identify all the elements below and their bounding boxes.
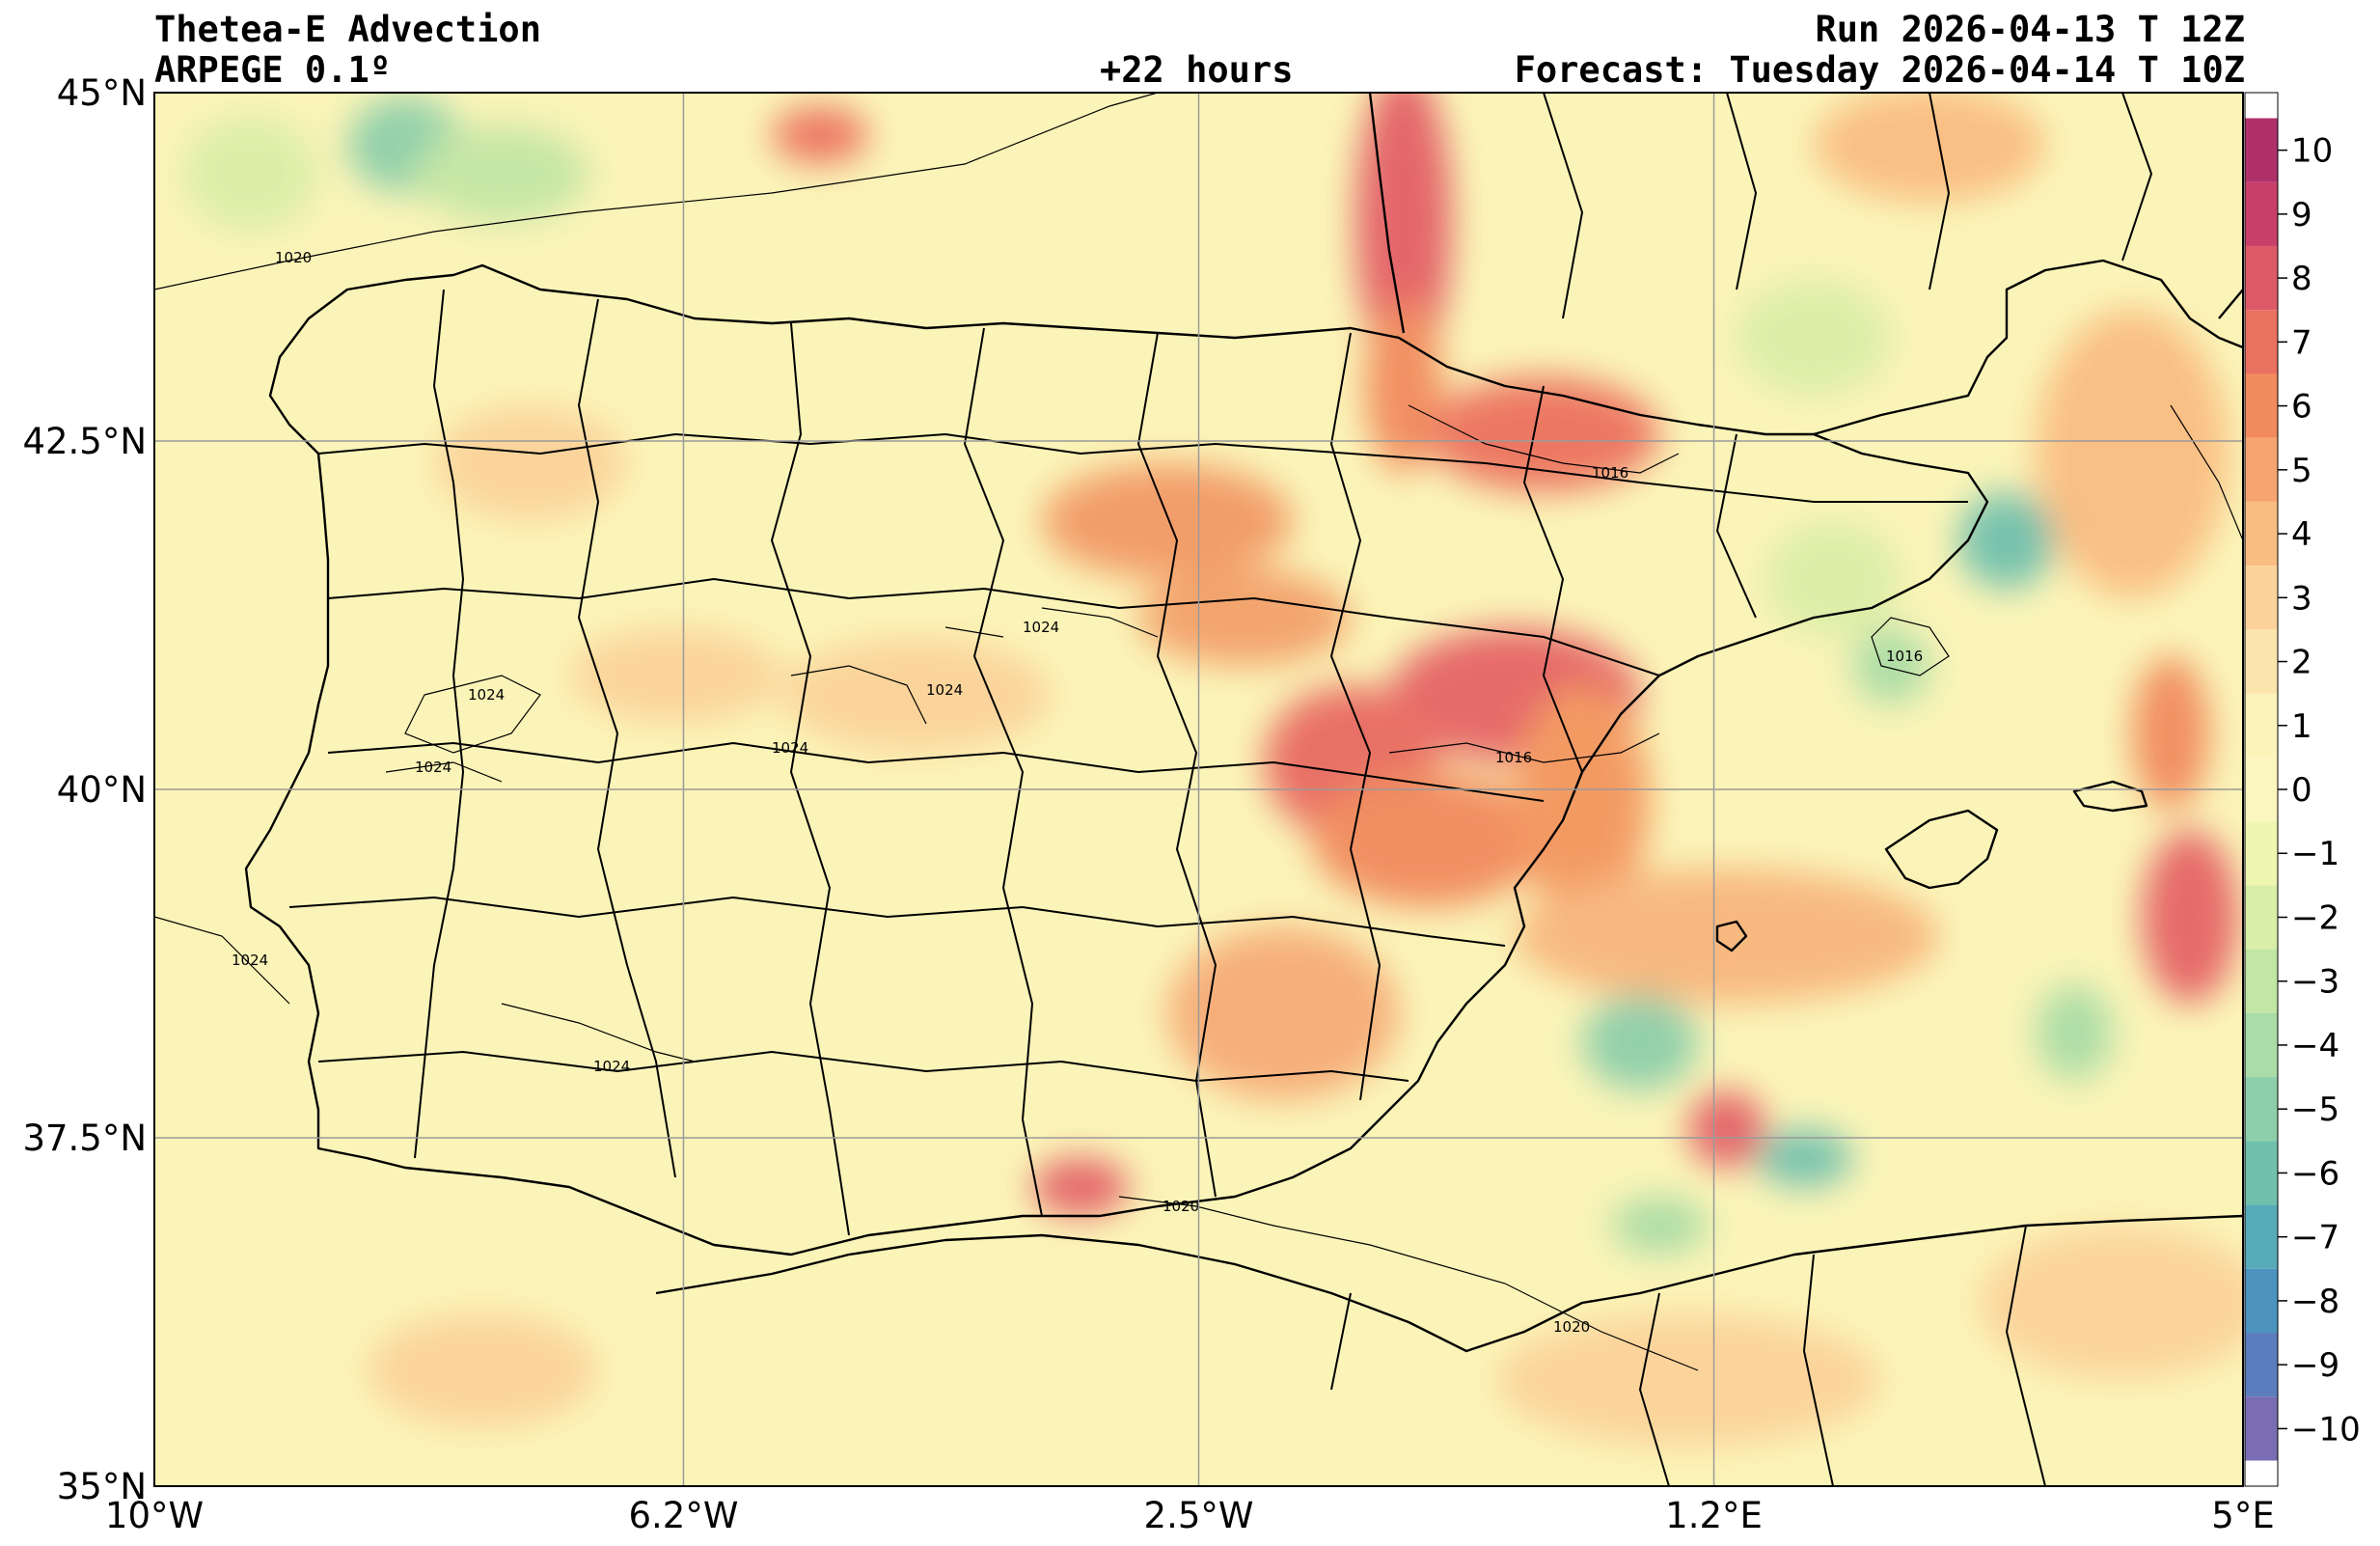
isobar-label: 1024 bbox=[926, 681, 963, 699]
colorbar-swatch bbox=[2245, 821, 2278, 886]
colorbar-swatch bbox=[2245, 310, 2278, 374]
lon-tick-label: 10°W bbox=[104, 1495, 205, 1536]
colorbar-swatch bbox=[2245, 1141, 2278, 1205]
isobar-label: 1024 bbox=[232, 952, 268, 969]
title-right-1: Run 2026-04-13 T 12Z bbox=[1815, 9, 2245, 50]
title-left-2: ARPEGE 0.1º bbox=[154, 49, 392, 91]
lon-tick-label: 6.2°W bbox=[628, 1495, 739, 1536]
colorbar-swatch bbox=[2245, 118, 2278, 182]
isobar-labels: 1020 1016 1016 1016 1024 1024 1024 1024 … bbox=[232, 249, 1923, 1336]
coastlines bbox=[244, 93, 2243, 1486]
isobar-label: 1024 bbox=[415, 759, 451, 776]
colorbar-swatch bbox=[2245, 885, 2278, 950]
colorbar-label: −10 bbox=[2291, 1410, 2361, 1449]
colorbar-label: 9 bbox=[2291, 196, 2312, 235]
colorbar-label: −4 bbox=[2291, 1027, 2339, 1065]
colorbar-swatch bbox=[2245, 1012, 2278, 1078]
colorbar-swatch bbox=[2245, 1333, 2278, 1397]
title-right-2: Forecast: Tuesday 2026-04-14 T 10Z bbox=[1514, 49, 2245, 91]
colorbar-label: 10 bbox=[2291, 132, 2333, 171]
colorbar-label: 4 bbox=[2291, 515, 2312, 554]
plot-frame bbox=[153, 92, 2244, 1487]
gridlines bbox=[154, 93, 2243, 1486]
isobar-label: 1020 bbox=[1553, 1318, 1590, 1336]
colorbar-label: 1 bbox=[2291, 707, 2312, 746]
colorbar-label: 7 bbox=[2291, 323, 2312, 362]
colorbar-label: −6 bbox=[2291, 1154, 2339, 1193]
isobar-label: 1024 bbox=[468, 686, 505, 704]
isobar-label: 1024 bbox=[1023, 619, 1059, 636]
colorbar-label: 6 bbox=[2291, 388, 2312, 427]
colorbar-swatch bbox=[2245, 693, 2278, 758]
isobar-label: 1016 bbox=[1592, 464, 1628, 482]
isobar-label: 1024 bbox=[772, 739, 808, 757]
colorbar-label: 5 bbox=[2291, 452, 2312, 490]
isobar-label: 1020 bbox=[275, 249, 312, 266]
title-center: +22 hours bbox=[1100, 49, 1294, 91]
colorbar-swatch bbox=[2245, 757, 2278, 822]
colorbar-label: −7 bbox=[2291, 1219, 2339, 1257]
colorbar-label: −5 bbox=[2291, 1090, 2339, 1129]
colorbar-swatch bbox=[2245, 629, 2278, 694]
lat-tick-label: 35°N bbox=[56, 1466, 147, 1507]
colorbar-label: −1 bbox=[2291, 835, 2339, 873]
colorbar-swatch bbox=[2245, 501, 2278, 566]
colorbar-label: 2 bbox=[2291, 644, 2312, 682]
lat-tick-label: 40°N bbox=[56, 769, 147, 811]
colorbar-swatch bbox=[2245, 1268, 2278, 1334]
isobar-label: 1024 bbox=[593, 1058, 630, 1075]
colorbar-swatch bbox=[2245, 181, 2278, 246]
lat-tick-label: 45°N bbox=[56, 72, 147, 114]
colorbar-swatch bbox=[2245, 566, 2278, 630]
isobar-label: 1016 bbox=[1886, 648, 1923, 665]
isobars bbox=[154, 93, 2243, 1371]
colorbar-label: 0 bbox=[2291, 771, 2312, 810]
isobar-label: 1020 bbox=[1163, 1198, 1199, 1215]
colorbar-label: 8 bbox=[2291, 260, 2312, 298]
colorbar-swatch bbox=[2245, 1204, 2278, 1269]
colorbar-label: −8 bbox=[2291, 1283, 2339, 1321]
title-left-1: Thetea-E Advection bbox=[154, 9, 541, 50]
lon-tick-label: 2.5°W bbox=[1143, 1495, 1254, 1536]
lon-tick-label: 5°E bbox=[2211, 1495, 2275, 1536]
lon-tick-label: 1.2°E bbox=[1665, 1495, 1763, 1536]
colorbar-swatch bbox=[2245, 1396, 2278, 1461]
colorbar-swatch bbox=[2245, 949, 2278, 1013]
advection-field: 1020 1016 1016 1016 1024 1024 1024 1024 … bbox=[154, 93, 2243, 1486]
colorbar-swatch bbox=[2245, 373, 2278, 438]
lat-tick-label: 37.5°N bbox=[22, 1118, 147, 1159]
colorbar-swatch bbox=[2245, 245, 2278, 311]
colorbar-label: −9 bbox=[2291, 1346, 2339, 1385]
colorbar-swatch bbox=[2245, 1077, 2278, 1142]
colorbar-label: −2 bbox=[2291, 898, 2339, 937]
colorbar-label: −3 bbox=[2291, 963, 2339, 1002]
lat-tick-label: 42.5°N bbox=[22, 421, 147, 462]
colorbar-swatch bbox=[2245, 437, 2278, 502]
colorbar-label: 3 bbox=[2291, 579, 2312, 618]
isobar-label: 1016 bbox=[1495, 749, 1532, 766]
